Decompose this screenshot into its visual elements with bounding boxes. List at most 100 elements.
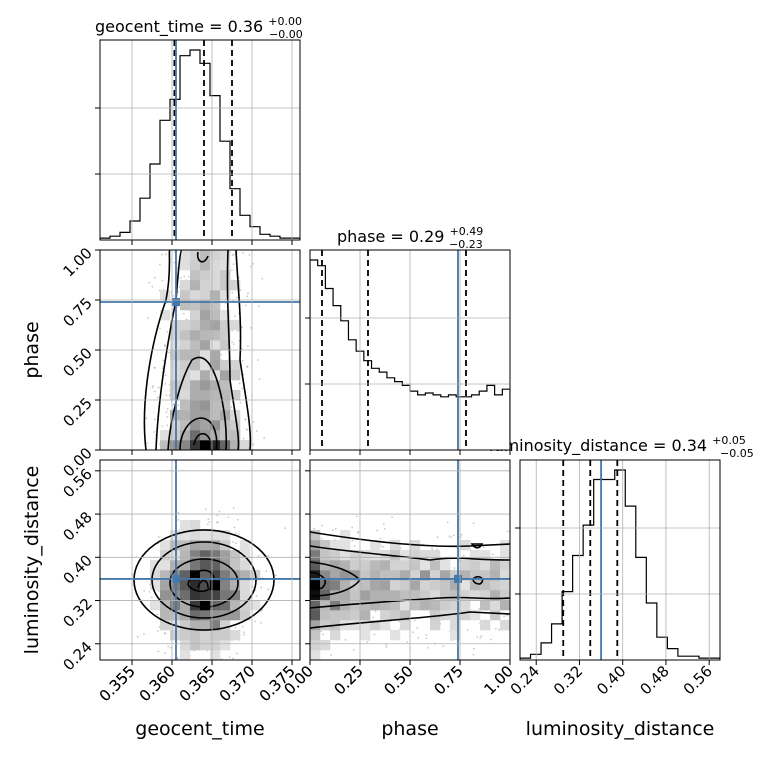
- panel-ld-vs-phase-sample-point: [480, 635, 483, 637]
- panel-ld-vs-phase-density-cell: [320, 550, 331, 561]
- panel-phase-vs-geocent-time-density-cell: [210, 310, 221, 321]
- panel-phase-vs-geocent-time-density-cell: [220, 360, 231, 371]
- panel-phase-vs-geocent-time-density-cell: [190, 350, 201, 361]
- panel-ld-vs-geocent-time-sample-point: [148, 590, 151, 593]
- panel-phase-vs-geocent-time-density-cell: [200, 380, 211, 391]
- panel-ld-vs-phase-density-cell: [330, 550, 341, 561]
- panel-phase-vs-geocent-time-density-cell: [230, 430, 241, 441]
- panel-ld-vs-phase-density-cell: [400, 580, 411, 591]
- panel-ld-vs-geocent-time-sample-point: [217, 521, 219, 524]
- panel-ld-vs-phase-density-cell: [450, 630, 461, 641]
- panel-ld-vs-geocent-time-density-cell: [210, 610, 221, 621]
- panel-phase-vs-geocent-time-density-cell: [200, 320, 211, 331]
- panel-ld-vs-phase-density-cell: [480, 570, 491, 581]
- panel-ld-vs-geocent-time-sample-point: [227, 516, 230, 519]
- panel-phase-vs-geocent-time-density-cell: [210, 430, 221, 441]
- panel-ld-vs-geocent-time-sample-point: [228, 656, 231, 659]
- panel-ld-vs-phase-density-cell: [380, 610, 391, 621]
- panel-ld-vs-geocent-time-ytick-label: 0.32: [59, 595, 95, 631]
- panel-phase-vs-geocent-time-density-cell: [160, 310, 171, 321]
- panel-ld-vs-geocent-time-density-cell: [200, 640, 211, 651]
- panel-phase-vs-geocent-time-density-cell: [210, 400, 221, 411]
- panel-ld-vs-geocent-time-sample-point: [164, 632, 167, 635]
- panel-ld-vs-geocent-time-density-cell: [160, 620, 171, 631]
- panel-phase-vs-geocent-time-density-cell: [220, 280, 231, 291]
- panel-ld-vs-geocent-time-sample-point: [284, 527, 287, 530]
- panel-ld-vs-phase-density-cell: [380, 570, 391, 581]
- panel-ld-vs-phase-density-cell: [330, 610, 341, 621]
- panel-ld-vs-phase-density-cell: [450, 600, 461, 611]
- panel-ld-vs-phase-sample-point: [385, 644, 388, 646]
- panel-phase-vs-geocent-time-sample-point: [233, 315, 236, 318]
- panel-ld-vs-geocent-time-sample-point: [274, 574, 277, 577]
- panel-phase-vs-geocent-time-sample-point: [242, 251, 245, 254]
- panel-ld-vs-geocent-time-density-cell: [190, 550, 201, 561]
- panel-ld-vs-phase-density-cell: [470, 550, 481, 561]
- panel-ld-vs-phase-sample-point: [448, 535, 451, 538]
- panel-ld-vs-phase-density-cell: [500, 580, 510, 591]
- panel-ld-vs-geocent-time-density-cell: [220, 580, 231, 591]
- panel-ld-vs-phase-density-cell: [320, 620, 331, 631]
- panel-phase-vs-geocent-time-contour: [193, 432, 211, 446]
- panel-ld-vs-phase-contour: [310, 545, 510, 561]
- panel-phase-vs-geocent-time-ytick-label: 1.00: [59, 244, 95, 280]
- panel-ld-vs-geocent-time-contour: [133, 529, 275, 631]
- panel-ld-vs-phase-density-cell: [440, 600, 451, 611]
- panel-ld-vs-phase-density-cell: [480, 620, 491, 631]
- panel-phase-vs-geocent-time-density-cell: [190, 310, 201, 321]
- panel-ld-vs-phase-density-cell: [400, 590, 411, 601]
- panel-ld-vs-geocent-time-density-cell: [190, 520, 201, 531]
- panel-ld-vs-geocent-time-sample-point: [157, 536, 160, 538]
- panel-ld-vs-geocent-time-sample-point: [235, 542, 237, 545]
- panel-phase-vs-geocent-time-density-cell: [230, 370, 241, 381]
- panel-phase-vs-geocent-time-density-cell: [190, 380, 201, 391]
- panel-phase-vs-geocent-time-contour: [155, 250, 240, 450]
- panel-phase-vs-geocent-time-sample-point: [244, 418, 247, 421]
- panel-ld-vs-geocent-time-density-cell: [230, 550, 241, 561]
- panel-phase-vs-geocent-time-sample-point: [241, 326, 244, 329]
- panel-ld-vs-phase-sample-point: [478, 608, 481, 610]
- panel-ld-vs-phase-density-cell: [360, 560, 371, 571]
- panel-ld-vs-phase-density-cell: [360, 630, 371, 641]
- panel-ld-vs-phase-sample-point: [466, 629, 469, 631]
- panel-phase-vs-geocent-time-sample-point: [164, 253, 167, 256]
- panel-phase-vs-geocent-time-density-cell: [190, 250, 201, 261]
- panel-ld-vs-geocent-time-density-cell: [220, 630, 231, 641]
- panel-phase-vs-geocent-time-sample-point: [231, 291, 234, 294]
- panel-phase-vs-geocent-time-density-cell: [200, 410, 211, 421]
- panel-ld-vs-phase-density-cell: [500, 550, 510, 561]
- panel-ld-vs-phase-density-cell: [370, 580, 381, 591]
- panel-ld-vs-phase-sample-point: [479, 637, 482, 639]
- panel-phase-vs-geocent-time-contour: [179, 417, 218, 450]
- panel-phase-vs-geocent-time-density-cell: [190, 260, 201, 271]
- panel-ld-vs-phase-density-cell: [490, 560, 501, 571]
- panel-phase-vs-geocent-time-density-cell: [210, 390, 221, 401]
- panel-ld-vs-phase-sample-point: [417, 636, 420, 639]
- panel-phase-vs-geocent-time-sample-point: [235, 296, 238, 299]
- panel-phase-vs-geocent-time-density-cell: [210, 440, 221, 450]
- panel-phase-vs-geocent-time-sample-point: [172, 295, 175, 297]
- panel-ld-vs-geocent-time-density-cell: [180, 600, 191, 611]
- panel-ld-vs-geocent-time-density-cell: [190, 610, 201, 621]
- panel-ld-vs-geocent-time-sample-point: [231, 540, 234, 543]
- panel-phase-vs-geocent-time-density-cell: [180, 250, 191, 261]
- panel-ld-vs-geocent-time-sample-point: [157, 630, 159, 632]
- panel-ld-vs-geocent-time-sample-point: [233, 526, 236, 529]
- panel-ld-vs-phase-density-cell: [350, 610, 361, 621]
- panel-phase-vs-geocent-time-density-cell: [220, 380, 231, 391]
- title-ld-minus: −0.05: [720, 447, 754, 460]
- panel-phase-vs-geocent-time-sample-point: [231, 341, 234, 343]
- panel-ld-vs-phase-density-cell: [400, 570, 411, 581]
- panel-phase-vs-geocent-time-sample-point: [168, 351, 171, 354]
- panel-phase-vs-geocent-time-sample-point: [263, 437, 266, 440]
- panel-phase-vs-geocent-time-density-cell: [180, 360, 191, 371]
- panel-phase-vs-geocent-time-density-cell: [180, 410, 191, 421]
- panel-ld-vs-phase-sample-point: [374, 610, 377, 613]
- panel-ld-vs-phase-density-cell: [380, 620, 391, 631]
- panel-ld-vs-phase-sample-point: [313, 527, 315, 530]
- panel-ld-vs-phase-density-cell: [400, 560, 411, 571]
- panel-ld-vs-geocent-time-sample-point: [216, 514, 219, 517]
- panel-ld-vs-phase-density-cell: [470, 590, 481, 601]
- panel-ld-vs-phase-density-cell: [340, 540, 351, 551]
- xtick-label-geocent_time: 0.370: [216, 662, 259, 705]
